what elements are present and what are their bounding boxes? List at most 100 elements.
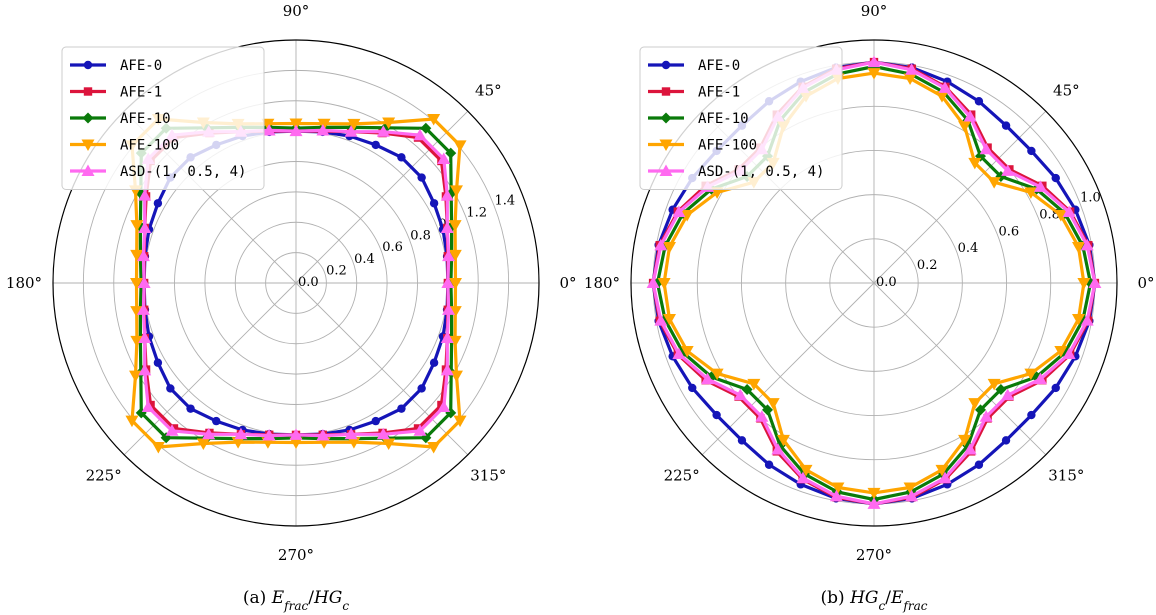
data-point <box>654 238 668 251</box>
data-point <box>1080 238 1094 251</box>
data-point <box>130 335 144 348</box>
series-afe-100 <box>657 68 1091 500</box>
data-point <box>672 347 686 360</box>
data-point <box>413 424 427 436</box>
data-point <box>136 303 150 315</box>
radial-tick-label: 0.8 <box>1039 207 1060 222</box>
data-point <box>442 303 456 315</box>
data-point <box>701 372 715 385</box>
data-point <box>440 221 454 233</box>
data-point <box>1024 187 1038 199</box>
data-point <box>212 416 221 426</box>
data-point <box>1077 278 1091 290</box>
legend-label: AFE-100 <box>120 138 179 154</box>
data-point <box>974 404 986 416</box>
legend-label: AFE-1 <box>120 85 162 101</box>
data-point <box>831 482 845 494</box>
data-point <box>995 383 1007 395</box>
data-point <box>776 434 790 447</box>
data-point <box>657 278 671 290</box>
data-point <box>935 464 949 477</box>
angle-label: 315° <box>470 466 506 484</box>
data-point <box>1071 241 1085 254</box>
data-point <box>125 415 139 428</box>
legend-entry: AFE-100 <box>70 138 179 154</box>
data-point <box>382 117 396 130</box>
angle-label: 0° <box>559 274 576 292</box>
data-point <box>440 189 454 201</box>
data-point <box>1001 164 1015 176</box>
data-point <box>963 442 977 455</box>
data-point <box>1062 347 1076 360</box>
data-point <box>262 123 276 136</box>
legend-label: AFE-0 <box>120 58 162 74</box>
data-point <box>449 185 463 197</box>
data-point <box>138 363 152 376</box>
data-point <box>710 368 724 381</box>
legend-label: AFE-10 <box>120 111 171 127</box>
data-point <box>766 398 780 410</box>
data-point <box>429 358 439 367</box>
data-point <box>442 249 456 262</box>
data-point <box>974 97 984 106</box>
data-point <box>771 442 785 455</box>
data-point <box>427 442 441 454</box>
data-point <box>82 112 94 124</box>
data-point <box>796 471 810 484</box>
data-point <box>427 113 441 126</box>
data-point <box>688 383 697 393</box>
data-point <box>153 199 163 208</box>
data-point <box>448 306 462 318</box>
radial-tick-label: 1.2 <box>466 205 487 220</box>
data-point <box>413 128 427 141</box>
data-point <box>344 427 358 440</box>
data-point <box>130 306 144 318</box>
data-point <box>440 363 454 376</box>
data-point <box>141 400 155 412</box>
legend-label: AFE-0 <box>698 58 740 74</box>
radial-tick-label: 0.0 <box>298 275 319 290</box>
data-point <box>935 91 949 103</box>
figure-caption: (b) HGc/Efrac <box>821 588 928 613</box>
data-point <box>316 429 330 441</box>
data-point <box>130 249 144 262</box>
radial-tick-label: 0.4 <box>354 252 375 267</box>
data-point <box>1051 173 1060 183</box>
angle-label: 0° <box>1137 274 1154 292</box>
data-point <box>81 139 95 151</box>
data-point <box>867 497 881 509</box>
data-point <box>138 221 152 233</box>
data-point <box>441 276 455 288</box>
data-point <box>453 140 467 152</box>
data-point <box>1024 368 1038 381</box>
data-point <box>81 164 95 176</box>
data-point <box>130 278 144 290</box>
polar-frame <box>52 39 540 527</box>
angular-gridline <box>873 282 1047 456</box>
legend-label: ASD-(1, 0.5, 4) <box>120 164 246 180</box>
data-point <box>659 139 673 151</box>
data-point <box>867 487 881 500</box>
legend-entry: AFE-1 <box>70 85 162 101</box>
data-point <box>376 427 390 440</box>
data-point <box>1051 383 1060 393</box>
data-point <box>196 438 210 450</box>
data-point <box>680 210 694 222</box>
data-point <box>371 140 380 150</box>
legend-label: ASD-(1, 0.5, 4) <box>698 164 824 180</box>
data-point <box>289 437 303 449</box>
data-point <box>1033 180 1047 192</box>
radial-tick-label: 0.6 <box>382 240 403 255</box>
data-point <box>755 410 769 422</box>
legend-label: AFE-1 <box>698 85 740 101</box>
data-point <box>979 142 993 155</box>
legend-entry: ASD-(1, 0.5, 4) <box>648 164 824 180</box>
data-point <box>262 429 276 441</box>
data-point <box>429 199 439 208</box>
data-point <box>680 345 694 358</box>
data-point <box>449 370 463 383</box>
angle-label: 180° <box>6 274 42 292</box>
data-point <box>938 81 952 93</box>
data-point <box>234 427 248 440</box>
